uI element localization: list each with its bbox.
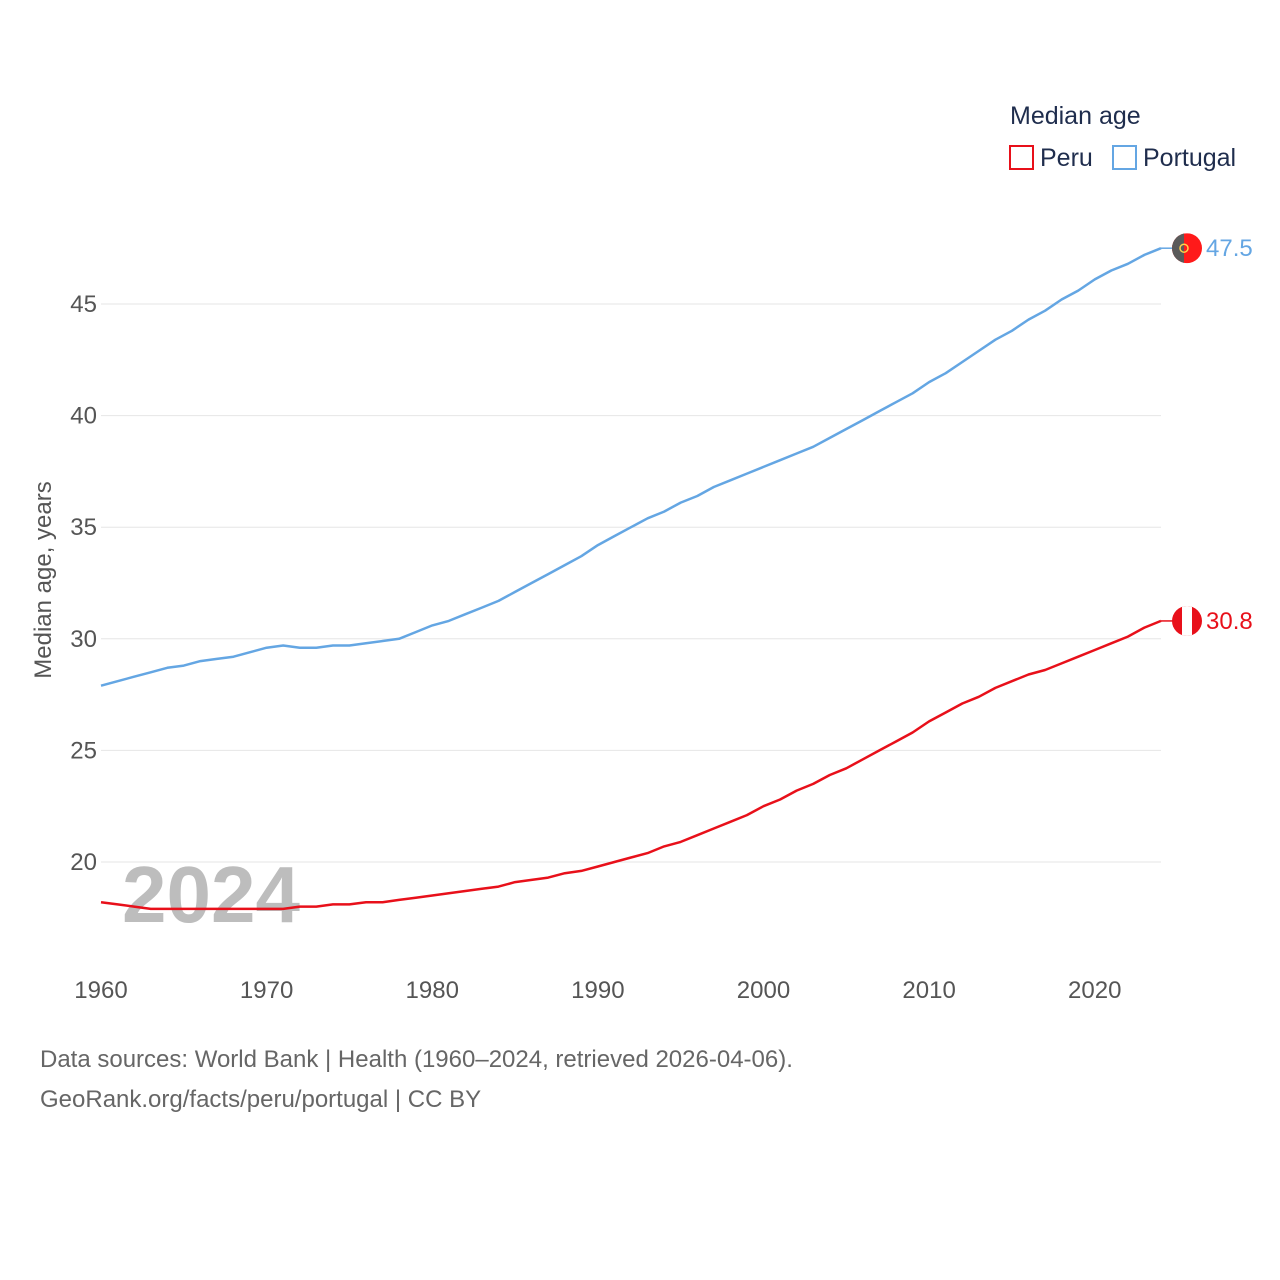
legend-swatch-peru[interactable] bbox=[1009, 145, 1034, 170]
y-tick-30: 30 bbox=[70, 626, 97, 653]
flag-icon-portugal bbox=[1172, 233, 1202, 264]
grid-lines bbox=[101, 303, 1161, 863]
y-axis-title: Median age, years bbox=[30, 481, 57, 678]
flag-icon-peru bbox=[1172, 605, 1202, 636]
x-tick-1990: 1990 bbox=[571, 977, 624, 1004]
x-tick-2000: 2000 bbox=[737, 977, 790, 1004]
legend-label-peru[interactable]: Peru bbox=[1040, 144, 1093, 172]
y-tick-35: 35 bbox=[70, 514, 97, 541]
year-watermark: 2024 bbox=[122, 850, 300, 939]
x-tick-1970: 1970 bbox=[240, 977, 293, 1004]
x-tick-2020: 2020 bbox=[1068, 977, 1121, 1004]
median-age-line-chart: 20 25 30 35 40 45 1960 1970 1980 1990 2000 2010 202… bbox=[30, 102, 1253, 1004]
end-label-peru: 30.8 bbox=[1206, 608, 1253, 635]
series-line-peru[interactable] bbox=[100, 619, 1162, 911]
x-axis-ticks: 1960 1970 1980 1990 2000 2010 2020 bbox=[74, 977, 1121, 1004]
series-line-portugal[interactable] bbox=[100, 247, 1162, 687]
source-line-2: GeoRank.org/facts/peru/portugal | CC BY bbox=[40, 1086, 482, 1113]
legend: Median age Peru Portugal bbox=[1009, 102, 1236, 172]
end-label-portugal: 47.5 bbox=[1206, 235, 1253, 262]
y-tick-25: 25 bbox=[70, 737, 97, 764]
end-markers: 30.8 47.5 bbox=[1161, 233, 1253, 636]
x-tick-2010: 2010 bbox=[902, 977, 955, 1004]
source-line-1: Data sources: World Bank | Health (1960–… bbox=[40, 1046, 793, 1073]
x-tick-1960: 1960 bbox=[74, 977, 127, 1004]
y-tick-45: 45 bbox=[70, 291, 97, 318]
y-tick-40: 40 bbox=[70, 403, 97, 430]
legend-label-portugal[interactable]: Portugal bbox=[1143, 144, 1236, 172]
y-axis-ticks: 20 25 30 35 40 45 bbox=[70, 291, 97, 876]
x-tick-1980: 1980 bbox=[406, 977, 459, 1004]
y-tick-20: 20 bbox=[70, 849, 97, 876]
legend-title: Median age bbox=[1010, 102, 1141, 130]
series-lines bbox=[100, 247, 1162, 911]
legend-swatch-portugal[interactable] bbox=[1112, 145, 1137, 170]
